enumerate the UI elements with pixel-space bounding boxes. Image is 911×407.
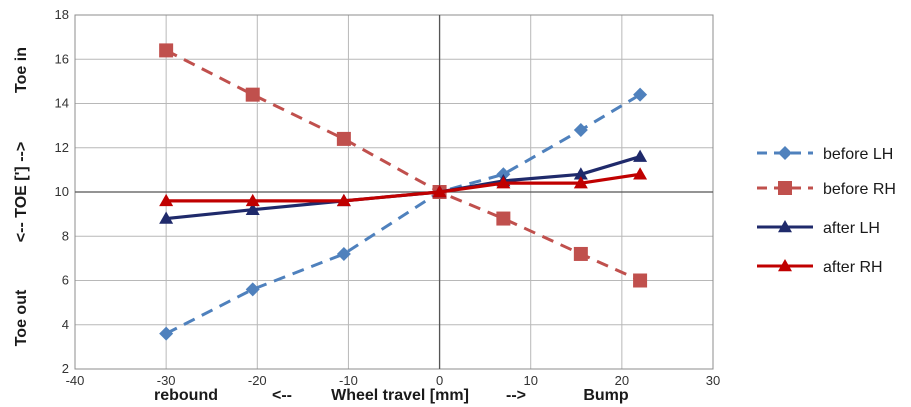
x-tick-label: -30 bbox=[157, 373, 176, 388]
y-tick-label: 12 bbox=[55, 140, 69, 155]
series-line bbox=[165, 93, 641, 335]
data-point bbox=[245, 202, 260, 215]
x-axis-label: rebound <-- Wheel travel [mm] --> Bump bbox=[154, 387, 629, 404]
x-tick-label: -10 bbox=[339, 373, 358, 388]
x-tick-label: 10 bbox=[523, 373, 537, 388]
data-point bbox=[336, 193, 351, 207]
legend-label: before RH bbox=[823, 181, 896, 198]
y-tick-label: 4 bbox=[62, 317, 69, 332]
x-tick-label: 20 bbox=[615, 373, 629, 388]
data-point bbox=[633, 87, 648, 102]
y-tick-label: 10 bbox=[55, 184, 69, 199]
data-point bbox=[336, 246, 351, 261]
data-point bbox=[633, 273, 648, 288]
legend-item: before RH bbox=[757, 181, 896, 198]
legend-marker bbox=[778, 220, 792, 233]
axes: -40 -30 -20 -10 0 10 20 30 2 4 6 8 10 12 14 16 18 bbox=[55, 7, 721, 388]
legend-item: after RH bbox=[757, 259, 883, 276]
legend-marker bbox=[778, 259, 792, 272]
data-point bbox=[432, 185, 447, 198]
data-point bbox=[336, 131, 351, 146]
data-point bbox=[573, 167, 588, 180]
y-tick-label: 6 bbox=[62, 273, 69, 288]
legend-marker bbox=[778, 146, 792, 160]
data-point bbox=[573, 123, 588, 138]
y-tick-label: 8 bbox=[62, 228, 69, 243]
x-tick-label: -20 bbox=[248, 373, 267, 388]
y-axis-label-part: Toe out bbox=[13, 289, 30, 346]
legend: before LH before RH after LH after RH bbox=[757, 146, 896, 276]
data-point bbox=[573, 176, 588, 189]
x-axis-label-part: Bump bbox=[583, 387, 629, 404]
x-axis-label-part: Wheel travel [mm] bbox=[331, 387, 469, 404]
data-point bbox=[496, 211, 511, 226]
legend-label: after RH bbox=[823, 259, 883, 276]
y-axis-label-part: <-- TOE ['] --> bbox=[13, 142, 30, 242]
series-after-rh bbox=[159, 167, 648, 207]
data-point bbox=[159, 193, 174, 207]
x-axis-label-part: --> bbox=[506, 387, 526, 404]
y-axis-label-part: Toe in bbox=[13, 47, 30, 93]
x-tick-label: 30 bbox=[706, 373, 720, 388]
data-point bbox=[245, 87, 260, 102]
data-point bbox=[633, 149, 648, 162]
series-line bbox=[165, 49, 641, 282]
x-tick-label: 0 bbox=[436, 373, 443, 388]
legend-marker bbox=[778, 181, 792, 195]
y-tick-label: 18 bbox=[55, 7, 69, 22]
legend-item: before LH bbox=[757, 146, 893, 163]
legend-label: after LH bbox=[823, 220, 880, 237]
x-tick-label: -40 bbox=[66, 373, 85, 388]
legend-item: after LH bbox=[757, 220, 880, 237]
x-axis-label-part: <-- bbox=[272, 387, 292, 404]
y-axis-label: Toe out <-- TOE ['] --> Toe in bbox=[13, 47, 30, 346]
data-point bbox=[159, 326, 174, 341]
y-tick-label: 16 bbox=[55, 51, 69, 66]
legend-label: before LH bbox=[823, 146, 893, 163]
series-before-rh bbox=[159, 43, 648, 288]
data-point bbox=[573, 246, 588, 261]
series-line bbox=[165, 155, 641, 221]
data-point bbox=[159, 211, 174, 224]
y-tick-label: 2 bbox=[62, 361, 69, 376]
data-point bbox=[245, 282, 260, 297]
data-point bbox=[633, 167, 648, 180]
series-after-lh bbox=[159, 149, 648, 224]
series bbox=[159, 43, 648, 341]
x-axis-label-part: rebound bbox=[154, 387, 218, 404]
series-line bbox=[166, 172, 641, 203]
data-point bbox=[496, 176, 511, 189]
data-point bbox=[245, 193, 260, 207]
data-point bbox=[159, 43, 174, 58]
series-before-lh bbox=[159, 87, 648, 341]
y-tick-label: 14 bbox=[55, 96, 69, 111]
